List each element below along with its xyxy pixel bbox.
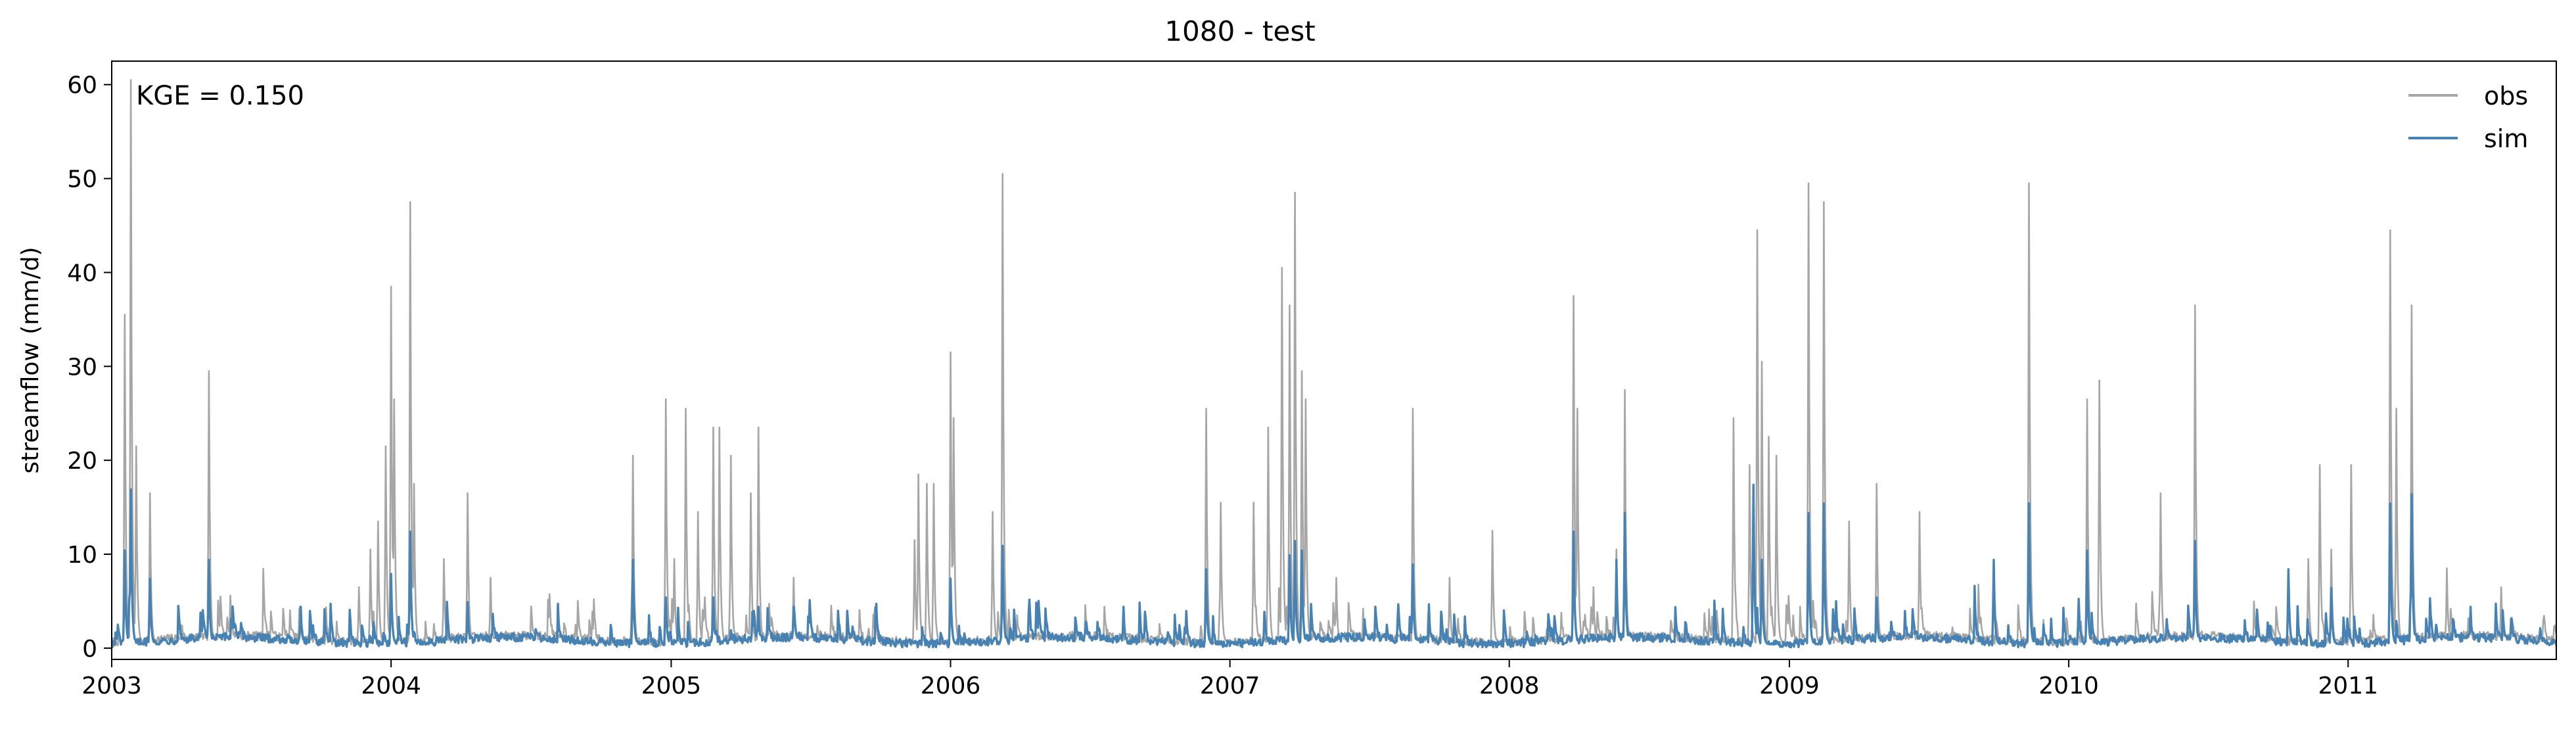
y-tick-label: 0 <box>82 636 97 663</box>
x-tick-label: 2010 <box>2038 673 2099 699</box>
x-tick-label: 2007 <box>1200 673 1260 699</box>
y-tick-label: 30 <box>67 354 97 381</box>
series-layer <box>112 79 2556 649</box>
y-tick-label: 60 <box>67 72 97 99</box>
x-tick-label: 2003 <box>81 673 142 699</box>
y-axis-label: streamflow (mm/d) <box>17 247 44 474</box>
x-tick-label: 2005 <box>641 673 702 699</box>
plot-frame <box>111 60 2557 660</box>
y-tick-label: 40 <box>67 260 97 287</box>
legend-label-obs: obs <box>2484 82 2528 110</box>
legend-label-sim: sim <box>2484 124 2528 153</box>
series-line-obs <box>112 79 2556 648</box>
x-tick-label: 2009 <box>1759 673 1820 699</box>
y-tick-label: 50 <box>67 166 97 193</box>
x-tick-label: 2011 <box>2318 673 2378 699</box>
y-tick-label: 10 <box>67 542 97 569</box>
series-line-sim <box>112 483 2556 649</box>
axis-ticks: 2003 2004 2005 2006 2007 2008 2009 2010 2011 0 10 2… <box>67 72 2378 699</box>
legend: obs sim <box>2408 82 2528 153</box>
y-tick-label: 20 <box>67 448 97 475</box>
kge-annotation: KGE = 0.150 <box>136 81 304 111</box>
chart-title: 1080 - test <box>1164 15 1315 47</box>
x-tick-label: 2008 <box>1479 673 1540 699</box>
x-tick-label: 2006 <box>921 673 981 699</box>
x-tick-label: 2004 <box>361 673 421 699</box>
